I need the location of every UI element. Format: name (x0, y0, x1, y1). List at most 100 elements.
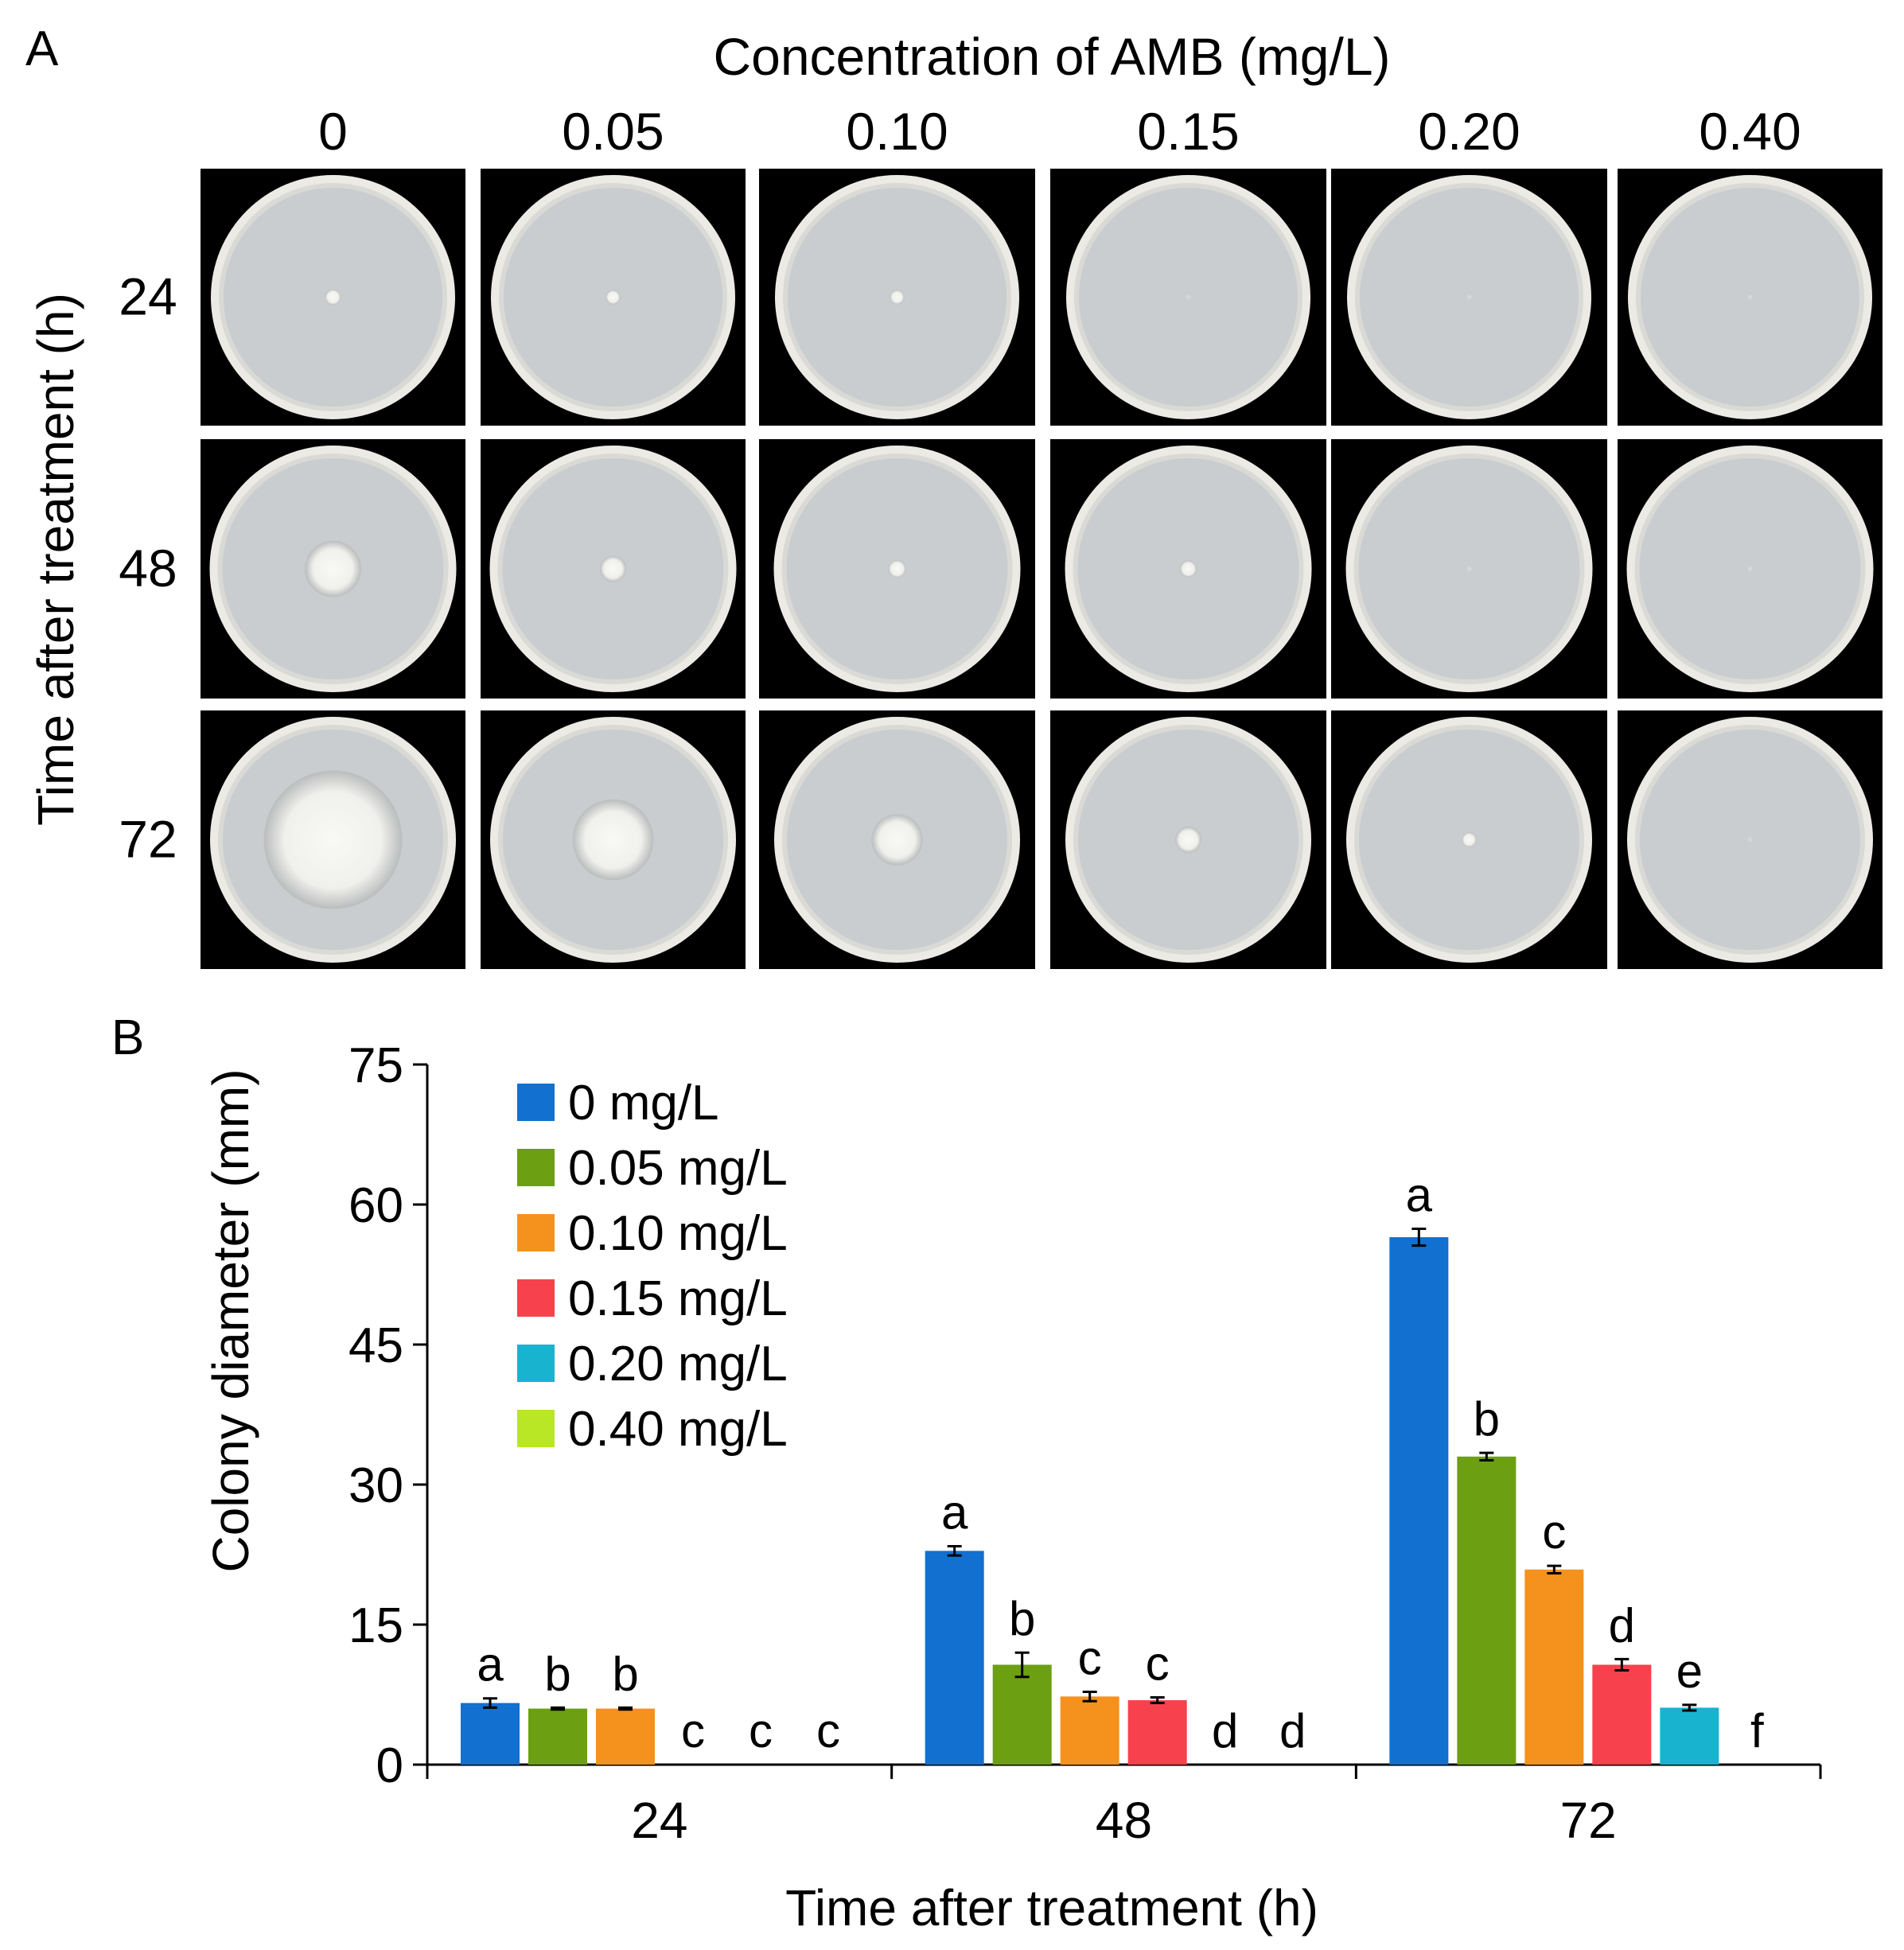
significance-letter: b (544, 1647, 570, 1700)
x-axis-ticks: 24 48 72 (426, 1765, 1822, 1849)
fungal-colony (1747, 566, 1753, 571)
y-tick-label: 15 (348, 1598, 403, 1653)
bar (1592, 1664, 1652, 1765)
bar (1457, 1456, 1517, 1765)
plate-photo (481, 710, 746, 969)
column-label: 0.05 (562, 102, 664, 161)
significance-letter: b (612, 1647, 638, 1700)
fungal-colony (1462, 832, 1477, 847)
fungal-colony (1175, 827, 1201, 853)
significance-letter: d (1279, 1704, 1306, 1757)
fungal-colony (605, 290, 621, 305)
plate-photo (1050, 439, 1326, 699)
significance-letter: b (1474, 1392, 1500, 1446)
row-label: 24 (119, 267, 177, 326)
fungal-colony (1747, 294, 1753, 300)
significance-letter: a (941, 1485, 968, 1539)
series-0: a a a (461, 1169, 1449, 1765)
y-tick-label: 45 (348, 1318, 403, 1373)
panel-a-plate-photos: A Concentration of AMB (mg/L) 0 0.05 0.10 0… (25, 21, 1883, 969)
row-label: 72 (119, 810, 177, 869)
legend-swatch (517, 1084, 555, 1121)
significance-letter: a (1406, 1169, 1433, 1222)
x-tick-label: 48 (1096, 1792, 1152, 1849)
plate-photo (1331, 710, 1607, 969)
significance-letter: c (749, 1704, 773, 1757)
bar (1524, 1569, 1584, 1765)
fungal-colony (888, 559, 906, 578)
fungal-colony (263, 770, 403, 909)
concentration-column-labels: 0 0.05 0.10 0.15 0.20 0.40 (318, 102, 1801, 161)
column-label: 0.40 (1699, 102, 1801, 161)
significance-letter: c (681, 1704, 705, 1757)
fungal-colony (325, 289, 341, 306)
time-axis-label: Time after treatment (h) (27, 293, 84, 826)
plate-photo (481, 439, 746, 699)
legend-label: 0.10 mg/L (568, 1206, 788, 1261)
legend-swatch (517, 1149, 555, 1186)
y-axis-ticks: 0 15 30 45 60 75 (348, 1038, 427, 1793)
significance-letter: e (1676, 1644, 1703, 1698)
legend-swatch (517, 1279, 555, 1317)
column-label: 0.20 (1418, 102, 1520, 161)
legend-label: 0.40 mg/L (568, 1402, 788, 1457)
panel-a-label: A (25, 21, 59, 76)
plate-photo (1618, 169, 1883, 426)
plate-photo (1050, 710, 1326, 969)
panel-b-bar-chart: B Colony diameter (mm) Time after treatm… (111, 1010, 1822, 1936)
legend-label: 0.05 mg/L (568, 1141, 788, 1196)
significance-letter: c (816, 1704, 840, 1757)
bar (925, 1551, 984, 1765)
plate-photo (481, 169, 746, 426)
significance-letter: b (1009, 1592, 1035, 1645)
legend-swatch (517, 1410, 555, 1447)
plate-photo (1618, 710, 1883, 969)
time-row-labels: 24 48 72 (119, 267, 177, 869)
panel-b-label: B (111, 1010, 144, 1065)
fungal-colony (1186, 294, 1191, 300)
plate-photo (759, 710, 1035, 969)
bar (461, 1703, 520, 1765)
y-tick-label: 30 (348, 1458, 403, 1513)
row-label: 48 (119, 539, 177, 597)
significance-letter: a (477, 1638, 504, 1691)
significance-letter: d (1212, 1704, 1238, 1757)
column-label: 0 (318, 102, 348, 161)
x-tick-label: 72 (1560, 1792, 1617, 1849)
concentration-title: Concentration of AMB (mg/L) (713, 27, 1390, 86)
fungal-colony (599, 555, 627, 582)
plate-photo (759, 169, 1035, 426)
fungal-colony (1466, 566, 1472, 571)
legend-label: 0.15 mg/L (568, 1271, 788, 1326)
bar (992, 1664, 1052, 1765)
fungal-colony (572, 799, 654, 881)
column-label: 0.10 (846, 102, 948, 161)
plate-photo (759, 439, 1035, 699)
fungal-colony (305, 540, 361, 597)
legend-swatch (517, 1345, 555, 1382)
column-label: 0.15 (1137, 102, 1239, 161)
bar (596, 1708, 655, 1765)
fungal-colony (1466, 294, 1472, 300)
bar (1060, 1696, 1119, 1765)
fungal-colony (1747, 837, 1753, 843)
legend-label: 0 mg/L (568, 1076, 719, 1131)
plate-photo (1050, 169, 1326, 426)
series-2: b cc (596, 1505, 1584, 1765)
series-3: ccd (681, 1598, 1652, 1765)
plate-photo (1331, 439, 1607, 699)
legend-swatch (517, 1214, 555, 1251)
significance-letter: d (1609, 1598, 1635, 1652)
legend-label: 0.20 mg/L (568, 1337, 788, 1391)
series-4: c d e (749, 1644, 1719, 1765)
fungal-colony (1179, 560, 1197, 578)
significance-letter: f (1750, 1704, 1764, 1757)
y-tick-label: 75 (348, 1038, 403, 1093)
significance-letter: c (1078, 1631, 1102, 1684)
plate-photo (201, 710, 465, 969)
bar (1660, 1707, 1719, 1765)
legend: 0 mg/L 0.05 mg/L 0.10 mg/L 0.15 mg/L 0.20 mg… (517, 1076, 788, 1457)
plate-photo (1331, 169, 1607, 426)
